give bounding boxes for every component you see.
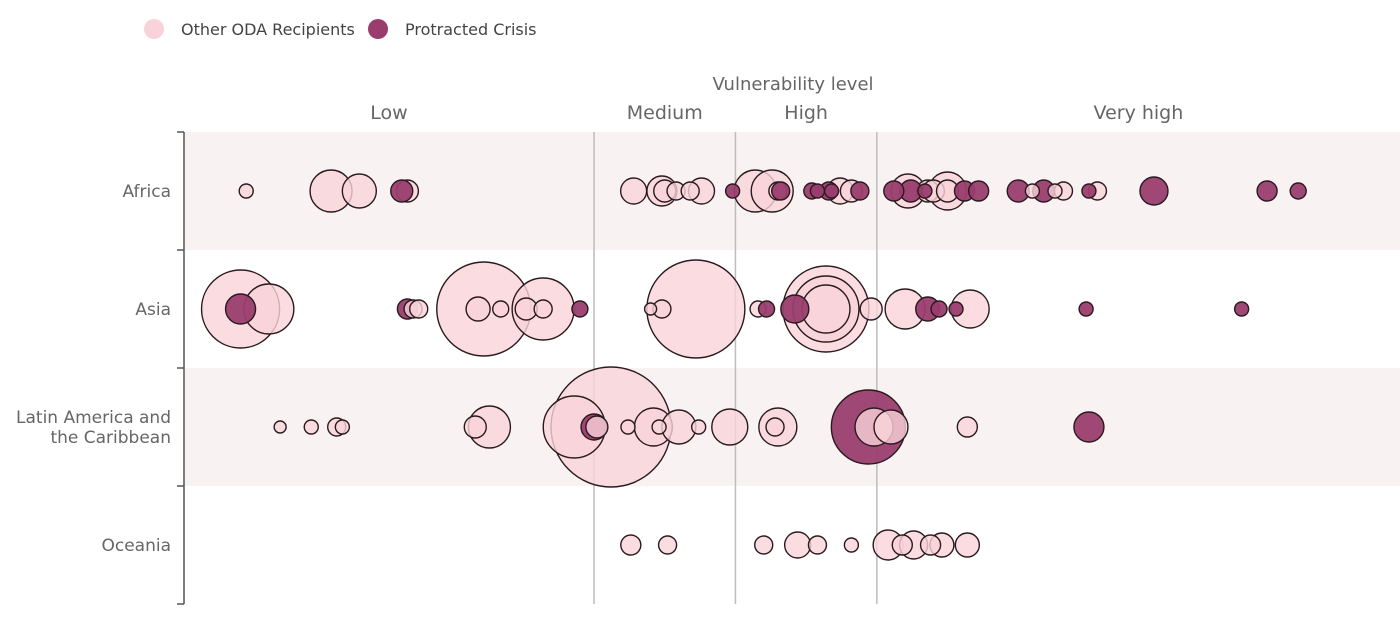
region-label: the Caribbean [50,428,171,448]
bubble-other-oda [1024,183,1041,199]
bubble-other-oda [238,183,254,199]
bubble-other-oda [533,299,553,319]
bubble-protracted-crisis [1289,182,1307,200]
bubble-other-oda [409,299,429,319]
bubble-other-oda [620,419,636,435]
bubble-protracted-crisis [1081,183,1097,199]
bubble-protracted-crisis [1139,176,1169,206]
bubble-other-oda [334,419,351,435]
bubble-protracted-crisis [823,183,840,199]
bubble-other-oda [463,415,487,439]
bubble-other-oda [273,420,287,434]
bubble-other-oda [754,535,774,555]
bubble-other-oda [465,296,491,322]
bubble-other-oda [783,531,812,559]
bubble-other-oda [492,300,510,318]
bubble-other-oda [303,419,319,435]
bubble-protracted-crisis [883,180,905,202]
bubble-protracted-crisis [770,181,791,201]
bubble-other-oda [843,537,860,553]
bubble-other-oda [620,534,642,556]
bubble-protracted-crisis [571,300,589,318]
x-axis-title: Vulnerability level [712,74,873,95]
bubble-protracted-crisis [809,183,826,199]
bubble-other-oda [341,173,378,209]
legend-label-other-oda: Other ODA Recipients [181,20,355,39]
bubble-other-oda [711,408,749,446]
level-label-high: High [784,102,828,124]
bubbles [200,169,1307,561]
bubble-other-oda [619,177,648,205]
legend-swatch-protracted-crisis [368,19,388,39]
bubble-protracted-crisis [1233,301,1250,317]
bubble-protracted-crisis [1078,301,1094,317]
bubble-protracted-crisis [780,294,810,324]
category-dividers [593,132,878,604]
bubble-protracted-crisis [917,183,933,199]
bubble-other-oda [643,302,658,316]
region-label: Latin America and [16,408,171,428]
bubble-other-oda [919,534,942,556]
bubble-other-oda [891,534,913,556]
legend-swatch-other-oda [144,19,164,39]
bubble-other-oda [859,297,883,321]
level-label-medium: Medium [627,102,703,124]
bubble-other-oda [690,419,707,435]
region-label: Oceania [101,536,171,556]
bubble-protracted-crisis [1073,411,1105,443]
bubble-protracted-crisis [1256,180,1278,202]
bubble-protracted-crisis [724,183,741,199]
bubble-other-oda [765,417,785,437]
legend: Other ODA Recipients Protracted Crisis [144,19,537,39]
bubble-other-oda [657,535,678,555]
bubble-other-oda [873,409,909,445]
bubble-other-oda [807,535,828,555]
bubble-other-oda [956,416,979,438]
vulnerability-level-labels: Low Medium High Very high [370,102,1183,124]
region-label: Africa [123,182,172,202]
y-axis [177,131,185,605]
bubble-protracted-crisis [224,293,257,325]
bubble-other-oda [680,181,700,201]
level-label-very-high: Very high [1094,102,1184,124]
bubble-other-oda [651,419,667,435]
bubble-protracted-crisis [930,300,948,318]
level-label-low: Low [370,102,407,124]
bubble-other-oda [585,415,609,439]
legend-label-protracted-crisis: Protracted Crisis [405,20,537,39]
bubble-other-oda [954,532,981,558]
bubble-protracted-crisis [390,179,414,203]
bubble-protracted-crisis [967,180,990,202]
region-label: Asia [135,300,171,320]
bubble-protracted-crisis [948,301,964,317]
bubble-other-oda [1047,183,1063,199]
bubble-other-oda [661,409,697,445]
bubble-protracted-crisis [757,300,776,318]
bubble-protracted-crisis [850,181,870,201]
